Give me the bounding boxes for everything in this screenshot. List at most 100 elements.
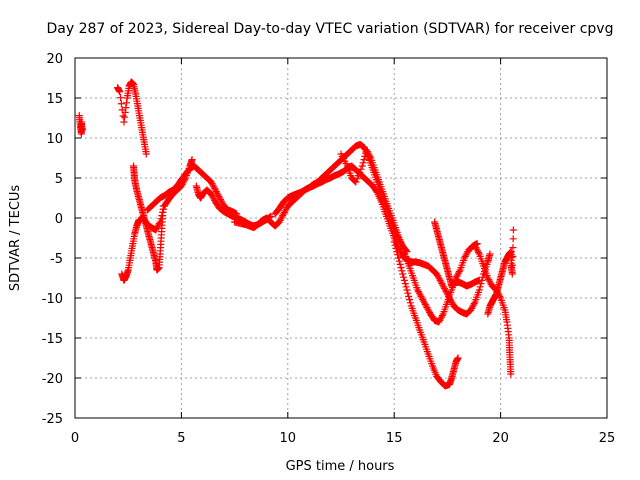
data-point — [438, 280, 446, 288]
data-point — [209, 193, 217, 201]
data-point — [394, 254, 402, 262]
data-point — [218, 199, 226, 207]
data-point — [116, 88, 124, 96]
data-point — [440, 283, 448, 291]
data-point — [215, 192, 223, 200]
data-point — [468, 304, 476, 312]
data-point — [416, 291, 424, 299]
data-point — [154, 223, 162, 231]
data-point — [414, 286, 422, 294]
data-point — [448, 299, 456, 307]
data-point — [476, 283, 484, 291]
data-point — [469, 303, 477, 311]
data-point — [354, 172, 362, 180]
data-point — [424, 305, 432, 313]
axis-ticks: 0 5 10 15 20 25 -25 -20 -15 -10 -5 0 5 10 15 20 — [42, 52, 616, 446]
data-point — [399, 270, 407, 278]
data-point — [390, 238, 398, 246]
data-point — [509, 244, 517, 252]
data-point — [154, 221, 162, 229]
y-tick-label: -15 — [42, 332, 63, 347]
x-tick-label: 25 — [599, 431, 616, 446]
grid-lines — [75, 58, 607, 418]
data-point — [158, 212, 166, 220]
data-point — [211, 186, 219, 194]
data-point — [393, 248, 401, 256]
y-tick-label: -5 — [50, 252, 63, 267]
data-point — [281, 207, 289, 215]
data-point — [392, 244, 400, 252]
data-point — [454, 354, 462, 362]
data-point — [280, 208, 288, 216]
data-point — [437, 313, 445, 321]
data-point — [363, 146, 371, 154]
data-point — [278, 213, 286, 221]
data-point — [119, 112, 127, 120]
data-point — [117, 100, 125, 108]
data-point — [212, 188, 220, 196]
data-point — [453, 272, 461, 280]
data-point — [467, 306, 475, 314]
data-point — [463, 249, 471, 257]
data-point — [435, 318, 443, 326]
data-point — [447, 297, 455, 305]
data-point — [405, 292, 413, 300]
data-point — [400, 273, 408, 281]
data-point — [353, 175, 361, 183]
data-point — [474, 247, 482, 255]
data-point — [365, 151, 373, 159]
x-tick-label: 5 — [177, 431, 185, 446]
data-point — [208, 192, 216, 200]
data-point — [455, 268, 463, 276]
data-point — [210, 195, 218, 203]
data-point — [419, 296, 427, 304]
data-point — [120, 118, 128, 126]
data-point — [509, 235, 517, 243]
data-point — [472, 244, 480, 252]
data-point — [153, 224, 161, 232]
data-point — [469, 301, 477, 309]
data-point — [485, 276, 493, 284]
x-tick-label: 15 — [386, 431, 403, 446]
data-point — [207, 190, 215, 198]
data-point — [403, 286, 411, 294]
data-point — [214, 191, 222, 199]
data-point — [479, 273, 487, 281]
data-point — [414, 288, 422, 296]
data-point — [275, 218, 283, 226]
data-point — [357, 165, 365, 173]
data-point — [188, 156, 196, 164]
data-point — [425, 307, 433, 315]
data-point — [213, 189, 221, 197]
data-point — [209, 181, 217, 189]
data-point — [486, 279, 494, 287]
data-point — [142, 150, 150, 158]
data-point — [462, 251, 470, 259]
data-point — [122, 104, 130, 112]
data-point — [441, 286, 449, 294]
data-point — [152, 226, 160, 234]
data-point — [433, 270, 441, 278]
data-point — [121, 108, 129, 116]
data-point — [122, 99, 130, 107]
data-point — [402, 283, 410, 291]
x-tick-label: 10 — [280, 431, 297, 446]
data-point — [208, 180, 216, 188]
data-point — [509, 226, 517, 234]
y-tick-label: 20 — [46, 52, 63, 67]
data-point — [434, 272, 442, 280]
data-point — [350, 176, 358, 184]
data-point — [160, 205, 168, 213]
y-tick-label: -25 — [42, 412, 63, 427]
data-point — [211, 184, 219, 192]
y-axis-label: SDTVAR / TECUs — [8, 185, 23, 292]
data-point — [484, 274, 492, 282]
data-point — [509, 261, 517, 269]
data-point — [423, 304, 431, 312]
data-point — [277, 215, 285, 223]
data-point — [418, 294, 426, 302]
data-point — [474, 248, 482, 256]
data-point — [461, 252, 469, 260]
data-point — [509, 252, 517, 260]
